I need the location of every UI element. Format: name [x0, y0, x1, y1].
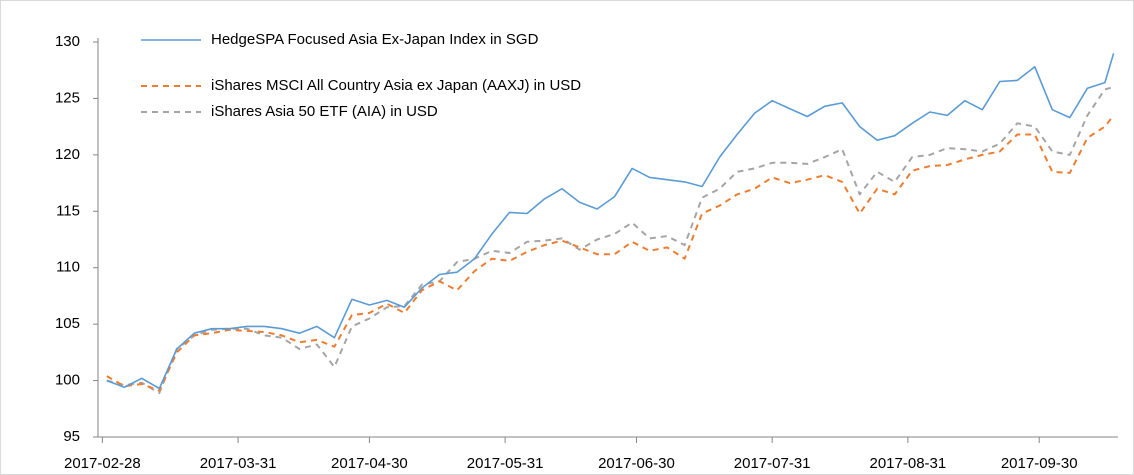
y-tick-label: 125 — [55, 89, 80, 106]
y-tick-label: 120 — [55, 146, 80, 163]
y-tick-label: 130 — [55, 33, 80, 50]
x-tick-label: 2017-06-30 — [598, 455, 675, 472]
legend-swatch — [141, 111, 201, 113]
series-line — [106, 86, 1114, 394]
legend: HedgeSPA Focused Asia Ex-Japan Index in … — [141, 29, 661, 127]
x-tick-label: 2017-03-31 — [200, 455, 277, 472]
legend-item: HedgeSPA Focused Asia Ex-Japan Index in … — [141, 29, 661, 51]
y-tick-label: 115 — [56, 202, 80, 219]
y-tick-label: 95 — [63, 428, 80, 445]
legend-label: HedgeSPA Focused Asia Ex-Japan Index in … — [211, 31, 539, 48]
series-line — [106, 53, 1115, 390]
legend-swatch — [141, 85, 201, 87]
y-tick-label: 100 — [55, 372, 80, 389]
x-tick-label: 2017-02-28 — [64, 455, 141, 472]
legend-item: iShares Asia 50 ETF (AIA) in USD — [141, 101, 661, 123]
x-tick-label: 2017-04-30 — [331, 455, 408, 472]
x-tick-label: 2017-08-31 — [870, 455, 947, 472]
x-tick-label: 2017-07-31 — [734, 455, 811, 472]
y-tick-label: 110 — [56, 259, 80, 276]
legend-item: iShares MSCI All Country Asia ex Japan (… — [141, 75, 661, 97]
x-tick-label: 2017-05-31 — [467, 455, 544, 472]
y-tick-label: 105 — [55, 315, 80, 332]
series-line — [106, 114, 1115, 392]
legend-label: iShares MSCI All Country Asia ex Japan (… — [211, 77, 582, 94]
legend-swatch — [141, 39, 201, 41]
x-tick-label: 2017-09-30 — [1001, 455, 1078, 472]
legend-label: iShares Asia 50 ETF (AIA) in USD — [211, 103, 438, 120]
